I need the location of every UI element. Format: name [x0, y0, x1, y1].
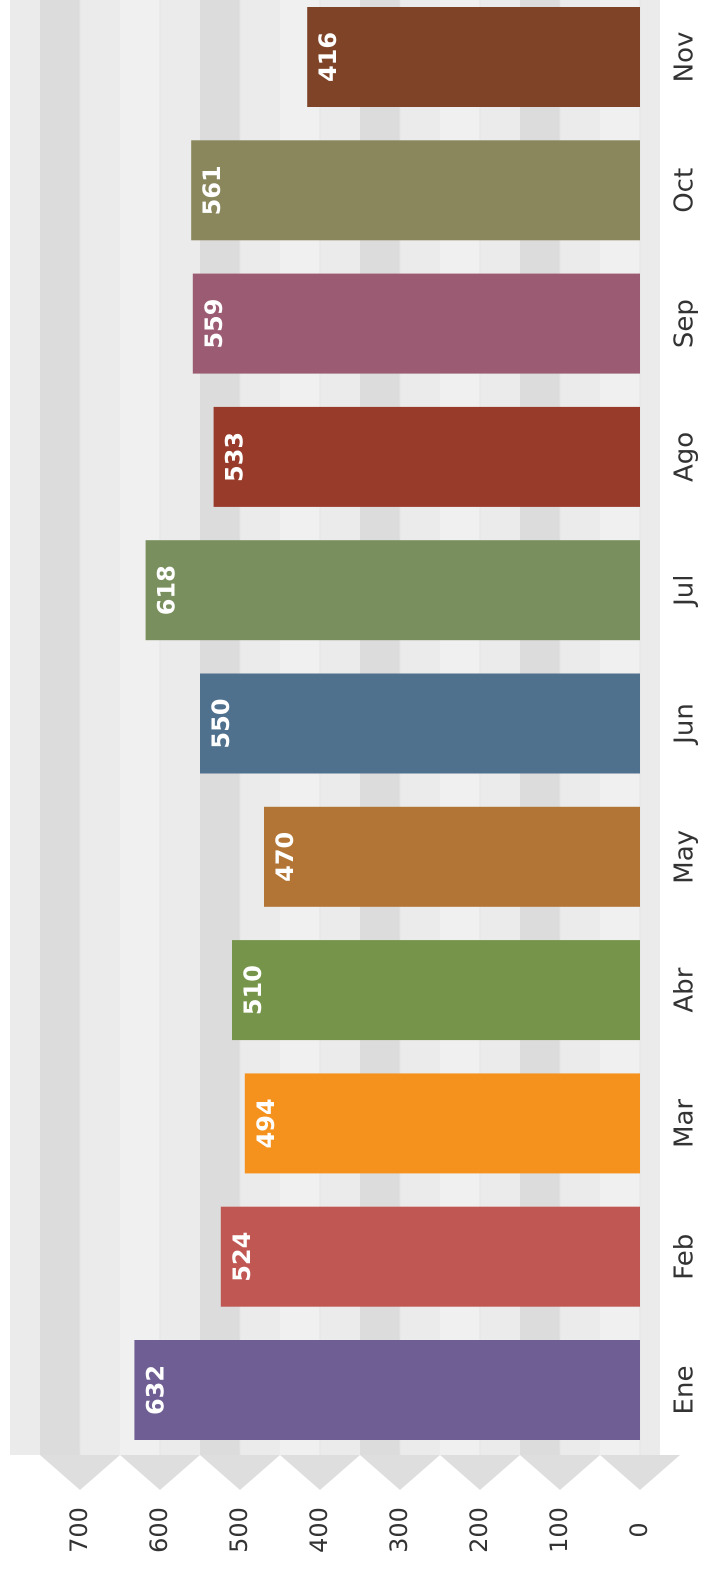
x-tick-label: Sep — [670, 299, 700, 348]
grid-band — [120, 0, 160, 1455]
tick-chevron — [120, 1455, 200, 1490]
y-tick-label: 500 — [225, 1507, 253, 1553]
x-tick-label: Nov — [670, 32, 700, 83]
x-tick-label: Feb — [670, 1234, 700, 1280]
tick-chevron — [360, 1455, 440, 1490]
x-tick-label: Jun — [670, 703, 700, 746]
x-tick-label: Ago — [670, 432, 700, 482]
tick-chevron — [440, 1455, 520, 1490]
y-tick-label: 100 — [545, 1507, 573, 1553]
tick-chevron — [600, 1455, 680, 1490]
bar — [232, 940, 640, 1041]
tick-chevron — [40, 1455, 120, 1490]
y-tick-label: 200 — [465, 1507, 493, 1553]
value-label: 559 — [200, 299, 228, 349]
value-label: 561 — [198, 165, 226, 215]
bar — [192, 273, 641, 374]
bar — [213, 406, 640, 507]
tick-chevron — [280, 1455, 360, 1490]
value-label: 524 — [228, 1232, 256, 1282]
tick-chevron — [520, 1455, 600, 1490]
bar — [244, 1073, 641, 1174]
value-label: 416 — [314, 32, 342, 82]
value-label: 494 — [252, 1098, 280, 1148]
grid-band — [40, 0, 80, 1455]
x-tick-label: Oct — [670, 168, 700, 213]
bar — [145, 540, 640, 641]
y-tick-label: 400 — [305, 1507, 333, 1553]
value-label: 632 — [141, 1365, 169, 1415]
value-label: 618 — [153, 565, 181, 615]
x-tick-label: Mar — [670, 1099, 700, 1148]
y-tick-label: 0 — [625, 1522, 653, 1537]
x-tick-label: Ene — [670, 1366, 700, 1415]
value-label: 533 — [221, 432, 249, 482]
bar — [191, 140, 640, 241]
bar — [264, 806, 640, 907]
x-tick-label: Abr — [670, 967, 700, 1012]
value-label: 550 — [207, 698, 235, 748]
bar — [307, 7, 640, 107]
x-tick-label: Jul — [670, 575, 700, 608]
y-tick-label: 600 — [145, 1507, 173, 1553]
tick-chevron — [200, 1455, 280, 1490]
bar — [134, 1340, 640, 1440]
y-tick-label: 300 — [385, 1507, 413, 1553]
bar — [220, 1206, 641, 1307]
value-label: 470 — [271, 832, 299, 882]
bar — [200, 673, 640, 774]
value-label: 510 — [239, 965, 267, 1015]
y-tick-label: 700 — [65, 1507, 93, 1553]
x-tick-label: May — [670, 830, 700, 884]
